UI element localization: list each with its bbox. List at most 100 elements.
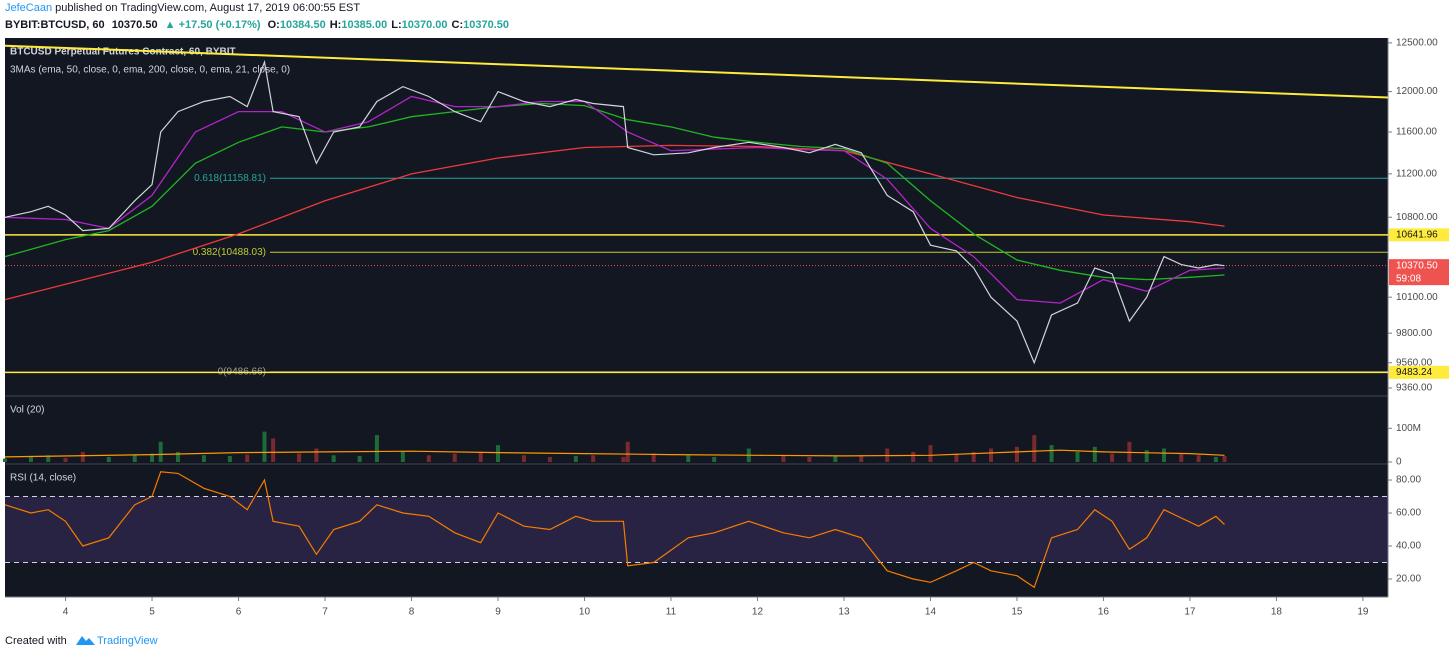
x-tick-label: 6 (236, 607, 242, 618)
volume-bar (478, 451, 483, 462)
volume-bar (1014, 446, 1019, 462)
volume-bar (28, 456, 33, 462)
author[interactable]: JefeCaan (5, 2, 53, 14)
price-label: 9483.24 (1396, 367, 1433, 378)
moving-average (4, 102, 1225, 281)
volume-bar (1075, 451, 1080, 462)
volume-bar (357, 455, 362, 462)
y-tick-label: 0 (1396, 457, 1402, 468)
y-tick-label: 10100.00 (1396, 292, 1438, 303)
volume-bar (1144, 450, 1149, 462)
volume-bar (271, 438, 276, 462)
volume-bar (521, 455, 526, 462)
volume-bar (496, 445, 501, 462)
y-tick-label: 40.00 (1396, 541, 1421, 552)
countdown: 59:08 (1396, 273, 1421, 284)
ohlc-value: 10370.00 (401, 19, 448, 31)
volume-bar (1049, 445, 1054, 462)
x-tick-label: 18 (1271, 607, 1283, 618)
y-tick-label: 12500.00 (1396, 38, 1438, 49)
x-tick-label: 4 (63, 607, 69, 618)
volume-bar (833, 455, 838, 462)
price-label: 10370.50 (1396, 260, 1438, 271)
ohlc-key: C: (451, 19, 464, 31)
x-tick-label: 11 (666, 607, 677, 618)
volume-bar (452, 453, 457, 462)
volume-bar (989, 448, 994, 462)
x-tick-label: 12 (752, 607, 764, 618)
ohlc-value: 10370.50 (463, 19, 509, 31)
y-tick-label: 9360.00 (1396, 383, 1433, 394)
volume-bar (1110, 453, 1115, 462)
y-tick-label: 20.00 (1396, 574, 1421, 585)
ohlc-key: H: (329, 19, 342, 31)
data-line (4, 59, 1225, 365)
volume-bar (686, 455, 691, 462)
y-tick-label: 9560.00 (1396, 357, 1433, 368)
last-price: 10370.50 (111, 19, 158, 31)
volume-bar (374, 435, 379, 462)
volume-bar (954, 453, 959, 462)
x-tick-label: 15 (1011, 607, 1023, 618)
y-tick-label: 80.00 (1396, 475, 1421, 486)
volume-bar (1032, 435, 1037, 462)
symbol-line: BYBIT:BTCUSD, 60 10370.50 ▲ +17.50 (+0.1… (5, 19, 517, 31)
volume-bar (132, 455, 137, 462)
x-tick-label: 5 (149, 607, 155, 618)
brand-logo (76, 636, 95, 645)
volume-bar (591, 455, 596, 462)
volume-ma (4, 449, 1225, 458)
volume-bar (911, 451, 916, 462)
fib-label: 0.618(11158.81) (194, 173, 266, 184)
volume-bar (625, 441, 630, 462)
symbol: BYBIT:BTCUSD, 60 (5, 19, 105, 31)
volume-bar (227, 455, 232, 462)
pane-title: RSI (14, close) (10, 473, 76, 484)
volume-bar (262, 431, 267, 462)
y-tick-label: 11600.00 (1396, 127, 1437, 138)
pane-subtitle: 3MAs (ema, 50, close, 0, ema, 200, close… (10, 65, 290, 76)
price-label-bg (1389, 259, 1449, 286)
volume-bar (297, 453, 302, 462)
volume-bar (971, 451, 976, 462)
y-tick-label: 12000.00 (1396, 86, 1438, 97)
volume-bar (1222, 455, 1227, 462)
volume-bar (712, 456, 717, 462)
volume-bar (1196, 455, 1201, 462)
published: published on TradingView.com, August 17,… (55, 2, 361, 14)
x-tick-label: 16 (1098, 607, 1110, 618)
volume-bar (547, 456, 552, 462)
fib-label: 0.382(10488.03) (193, 247, 266, 258)
y-tick-label: 100M (1396, 423, 1421, 434)
x-tick-label: 8 (409, 607, 415, 618)
volume-bar (1213, 456, 1218, 462)
volume-bar (400, 451, 405, 462)
volume-bar (1161, 448, 1166, 462)
volume-bar (63, 457, 68, 462)
volume-bar (651, 453, 656, 462)
ohlc-value: 10385.00 (341, 19, 388, 31)
moving-average (4, 95, 1225, 304)
volume-bar (1179, 453, 1184, 462)
volume-bar (928, 445, 933, 462)
volume-bar (426, 455, 431, 462)
volume-bar (621, 456, 626, 462)
x-tick-label: 19 (1357, 607, 1369, 618)
ohlc-key: O: (267, 19, 280, 31)
y-tick-label: 60.00 (1396, 508, 1421, 519)
volume-bar (314, 448, 319, 462)
ohlc: O:10384.50 H:10385.00 L:10370.00 C:10370.50 (268, 19, 513, 31)
pane-title: BTCUSD Perpetual Futures Contract, 60, B… (10, 47, 236, 58)
moving-average (4, 144, 1225, 301)
y-tick-label: 10800.00 (1396, 212, 1438, 223)
pane-title: Vol (20) (10, 405, 44, 416)
publish-line: JefeCaan published on TradingView.com, A… (5, 2, 364, 14)
price-label-bg (1389, 365, 1449, 379)
ohlc-value: 10384.50 (279, 19, 326, 31)
x-tick-label: 9 (495, 607, 501, 618)
volume-bar (150, 453, 155, 462)
footer-brand[interactable]: TradingView (97, 635, 158, 647)
band-fill (5, 496, 1388, 563)
